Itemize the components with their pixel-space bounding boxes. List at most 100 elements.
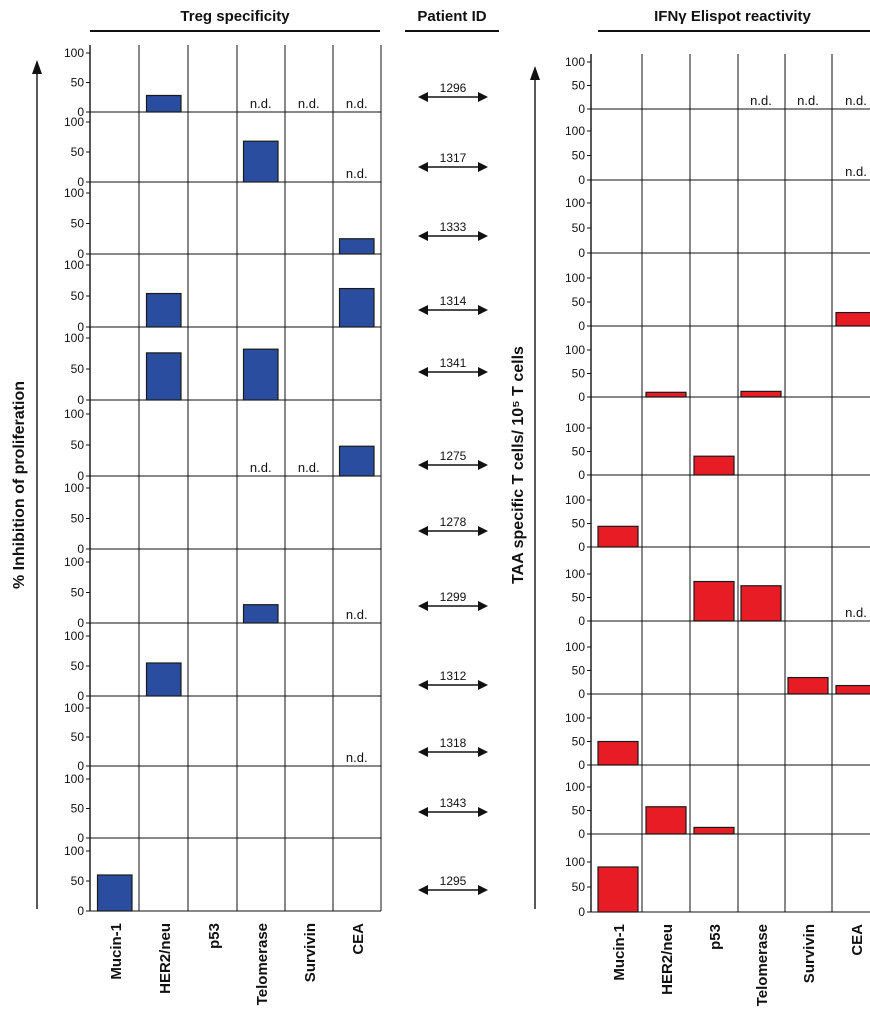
treg-bar <box>145 94 182 113</box>
left-axis-arrowhead <box>32 60 42 74</box>
ifng-y-tick-label: 50 <box>572 664 586 678</box>
patient-arrowhead-right <box>478 162 488 172</box>
ifng-y-tick-label: 0 <box>578 540 585 554</box>
treg-bar <box>145 352 182 401</box>
patient-id-label: 1295 <box>440 874 467 888</box>
treg-y-tick-label: 0 <box>77 904 84 918</box>
treg-y-tick-label: 50 <box>71 659 85 673</box>
treg-y-tick-label: 100 <box>64 772 84 786</box>
patient-id-label: 1314 <box>440 294 467 308</box>
treg-y-tick-label: 0 <box>77 759 84 773</box>
treg-category-label: CEA <box>350 923 367 955</box>
patient-arrowhead-left <box>418 526 428 536</box>
patient-id-label: 1333 <box>440 220 467 234</box>
ifng-y-tick-label: 100 <box>565 124 585 138</box>
ifng-header: IFNγ Elispot reactivity <box>654 8 811 25</box>
treg-y-tick-label: 100 <box>64 555 84 569</box>
treg-y-tick-label: 50 <box>71 289 85 303</box>
treg-y-tick-label: 50 <box>71 586 85 600</box>
treg-y-tick-label: 0 <box>77 469 84 483</box>
treg-category-label: Survivin <box>302 923 319 982</box>
patient-arrowhead-right <box>478 885 488 895</box>
ifng-bar <box>645 806 687 835</box>
treg-y-tick-label: 50 <box>71 217 85 231</box>
treg-y-tick-label: 50 <box>71 362 85 376</box>
treg-nd-label: n.d. <box>346 607 368 622</box>
treg-y-tick-label: 100 <box>64 46 84 60</box>
patient-arrowhead-right <box>478 231 488 241</box>
treg-bar <box>96 874 133 912</box>
treg-y-tick-label: 0 <box>77 689 84 703</box>
ifng-nd-label: n.d. <box>750 93 772 108</box>
ifng-header-rule <box>598 30 870 32</box>
treg-header: Treg specificity <box>180 8 290 25</box>
ifng-y-tick-label: 0 <box>578 827 585 841</box>
ifng-y-tick-label: 100 <box>565 640 585 654</box>
patient-arrowhead-left <box>418 92 428 102</box>
treg-bar <box>242 604 279 624</box>
treg-y-tick-label: 100 <box>64 331 84 345</box>
patient-arrowhead-right <box>478 526 488 536</box>
patient-id-label: 1318 <box>440 736 467 750</box>
treg-y-tick-label: 50 <box>71 76 85 90</box>
patient-id-label: 1317 <box>440 151 467 165</box>
treg-nd-label: n.d. <box>250 96 272 111</box>
ifng-y-tick-label: 100 <box>565 780 585 794</box>
patient-arrowhead-left <box>418 601 428 611</box>
ifng-bar <box>693 826 735 835</box>
ifng-category-label: Survivin <box>801 924 818 983</box>
ifng-bar <box>787 676 829 695</box>
patient-arrowhead-right <box>478 807 488 817</box>
patient-arrowhead-left <box>418 231 428 241</box>
patient-id-header-rule <box>405 30 499 32</box>
treg-bar <box>242 140 279 183</box>
ifng-y-tick-label: 100 <box>565 493 585 507</box>
ifng-category-label: Telomerase <box>754 924 771 1006</box>
ifng-bar <box>740 585 782 622</box>
ifng-y-tick-label: 100 <box>565 343 585 357</box>
patient-id-label: 1343 <box>440 796 467 810</box>
ifng-y-tick-label: 50 <box>572 445 586 459</box>
ifng-y-tick-label: 50 <box>572 295 586 309</box>
treg-y-tick-label: 100 <box>64 407 84 421</box>
ifng-bar <box>693 580 735 622</box>
treg-y-tick-label: 0 <box>77 247 84 261</box>
treg-y-tick-label: 100 <box>64 481 84 495</box>
ifng-y-tick-label: 50 <box>572 517 586 531</box>
ifng-y-tick-label: 0 <box>578 468 585 482</box>
right-y-axis-label: TAA specific T cells/ 10⁵ T cells <box>510 346 527 584</box>
treg-y-tick-label: 0 <box>77 616 84 630</box>
ifng-category-label: HER2/neu <box>659 924 676 995</box>
ifng-bar <box>597 866 639 913</box>
treg-header-rule <box>90 30 380 32</box>
ifng-category-label: Mucin-1 <box>611 924 628 981</box>
treg-nd-label: n.d. <box>346 166 368 181</box>
patient-arrowhead-right <box>478 92 488 102</box>
ifng-y-tick-label: 0 <box>578 246 585 260</box>
patient-arrowhead-right <box>478 305 488 315</box>
ifng-y-tick-label: 100 <box>565 567 585 581</box>
ifng-y-tick-label: 50 <box>572 221 586 235</box>
treg-y-tick-label: 50 <box>71 512 85 526</box>
ifng-y-tick-label: 0 <box>578 319 585 333</box>
ifng-y-tick-label: 0 <box>578 173 585 187</box>
treg-y-tick-label: 50 <box>71 874 85 888</box>
treg-nd-label: n.d. <box>250 460 272 475</box>
treg-y-tick-label: 0 <box>77 393 84 407</box>
ifng-y-tick-label: 0 <box>578 905 585 919</box>
ifng-y-tick-label: 100 <box>565 196 585 210</box>
patient-arrowhead-right <box>478 367 488 377</box>
patient-arrowhead-right <box>478 747 488 757</box>
treg-y-tick-label: 100 <box>64 701 84 715</box>
ifng-y-tick-label: 50 <box>572 367 586 381</box>
treg-bar <box>145 292 182 328</box>
ifng-bar <box>693 455 735 476</box>
treg-bar <box>338 238 375 255</box>
ifng-y-tick-label: 50 <box>572 880 586 894</box>
ifng-y-tick-label: 50 <box>572 804 586 818</box>
ifng-category-label: CEA <box>849 924 866 956</box>
patient-arrowhead-left <box>418 680 428 690</box>
ifng-y-tick-label: 50 <box>572 735 586 749</box>
treg-category-label: HER2/neu <box>157 923 174 994</box>
treg-category-label: Telomerase <box>254 923 271 1005</box>
